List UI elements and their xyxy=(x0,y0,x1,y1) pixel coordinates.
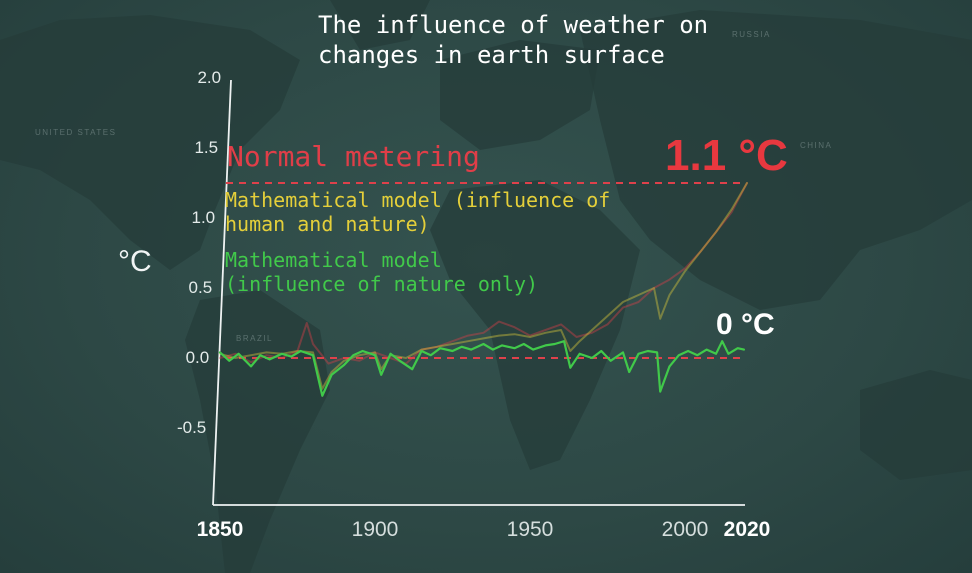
series-line-mathematical-model-influence-of-nature-only xyxy=(218,340,745,397)
map-landmass-europe xyxy=(440,40,600,150)
map-label-brazil: BRAZIL xyxy=(236,334,274,343)
x-tick-label: 2000 xyxy=(661,518,709,541)
annotation-0-degrees: 0 °C xyxy=(716,308,775,341)
y-tick-label: 1.0 xyxy=(191,208,216,227)
annotation-1-1-degrees: 1.1 °C xyxy=(665,131,788,180)
map-landmass-north-america xyxy=(0,15,300,270)
map-label-united-states: UNITED STATES xyxy=(35,128,117,137)
map-label-russia: RUSSIA xyxy=(732,30,771,39)
map-label-china: CHINA xyxy=(800,141,833,150)
legend-normal-metering: Normal metering xyxy=(227,140,480,173)
map-landmass-south-america xyxy=(185,290,330,573)
y-tick-label: -0.5 xyxy=(176,418,207,437)
x-tick-label: 1850 xyxy=(196,518,244,541)
y-tick-label: 0.5 xyxy=(188,278,213,297)
chart-title: The influence of weather on changes in e… xyxy=(318,11,709,69)
map-landmass-australia xyxy=(860,370,972,480)
y-tick-label: 2.0 xyxy=(197,68,222,87)
y-axis-line xyxy=(212,79,232,506)
map-landmass-greenland xyxy=(330,0,430,50)
legend-model-human-and-nature: Mathematical model (influence of human a… xyxy=(225,188,611,236)
y-axis-label: °C xyxy=(118,245,152,278)
x-tick-label: 1950 xyxy=(506,518,554,541)
map-landmass-africa xyxy=(430,180,640,470)
y-tick-label: 1.5 xyxy=(194,138,219,157)
legend-model-nature-only: Mathematical model (influence of nature … xyxy=(225,248,539,296)
map-landmass-asia xyxy=(580,10,972,310)
x-tick-label: 1900 xyxy=(351,518,399,541)
y-tick-label: 0.0 xyxy=(185,348,210,367)
x-tick-label: 2020 xyxy=(723,518,771,541)
series-line-normal-metering xyxy=(219,182,748,365)
